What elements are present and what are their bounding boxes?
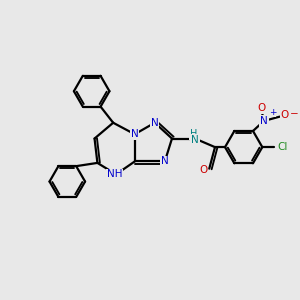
Text: O: O	[281, 110, 289, 120]
Text: Cl: Cl	[277, 142, 288, 152]
Text: NH: NH	[107, 169, 122, 179]
Text: N: N	[151, 118, 159, 128]
Text: O: O	[257, 103, 265, 113]
Text: −: −	[290, 110, 299, 119]
Text: N: N	[131, 129, 139, 139]
Text: N: N	[260, 116, 268, 126]
Text: O: O	[200, 165, 208, 175]
Text: N: N	[191, 135, 199, 145]
Text: H: H	[190, 129, 197, 139]
Text: N: N	[161, 157, 169, 166]
Text: +: +	[269, 108, 276, 117]
